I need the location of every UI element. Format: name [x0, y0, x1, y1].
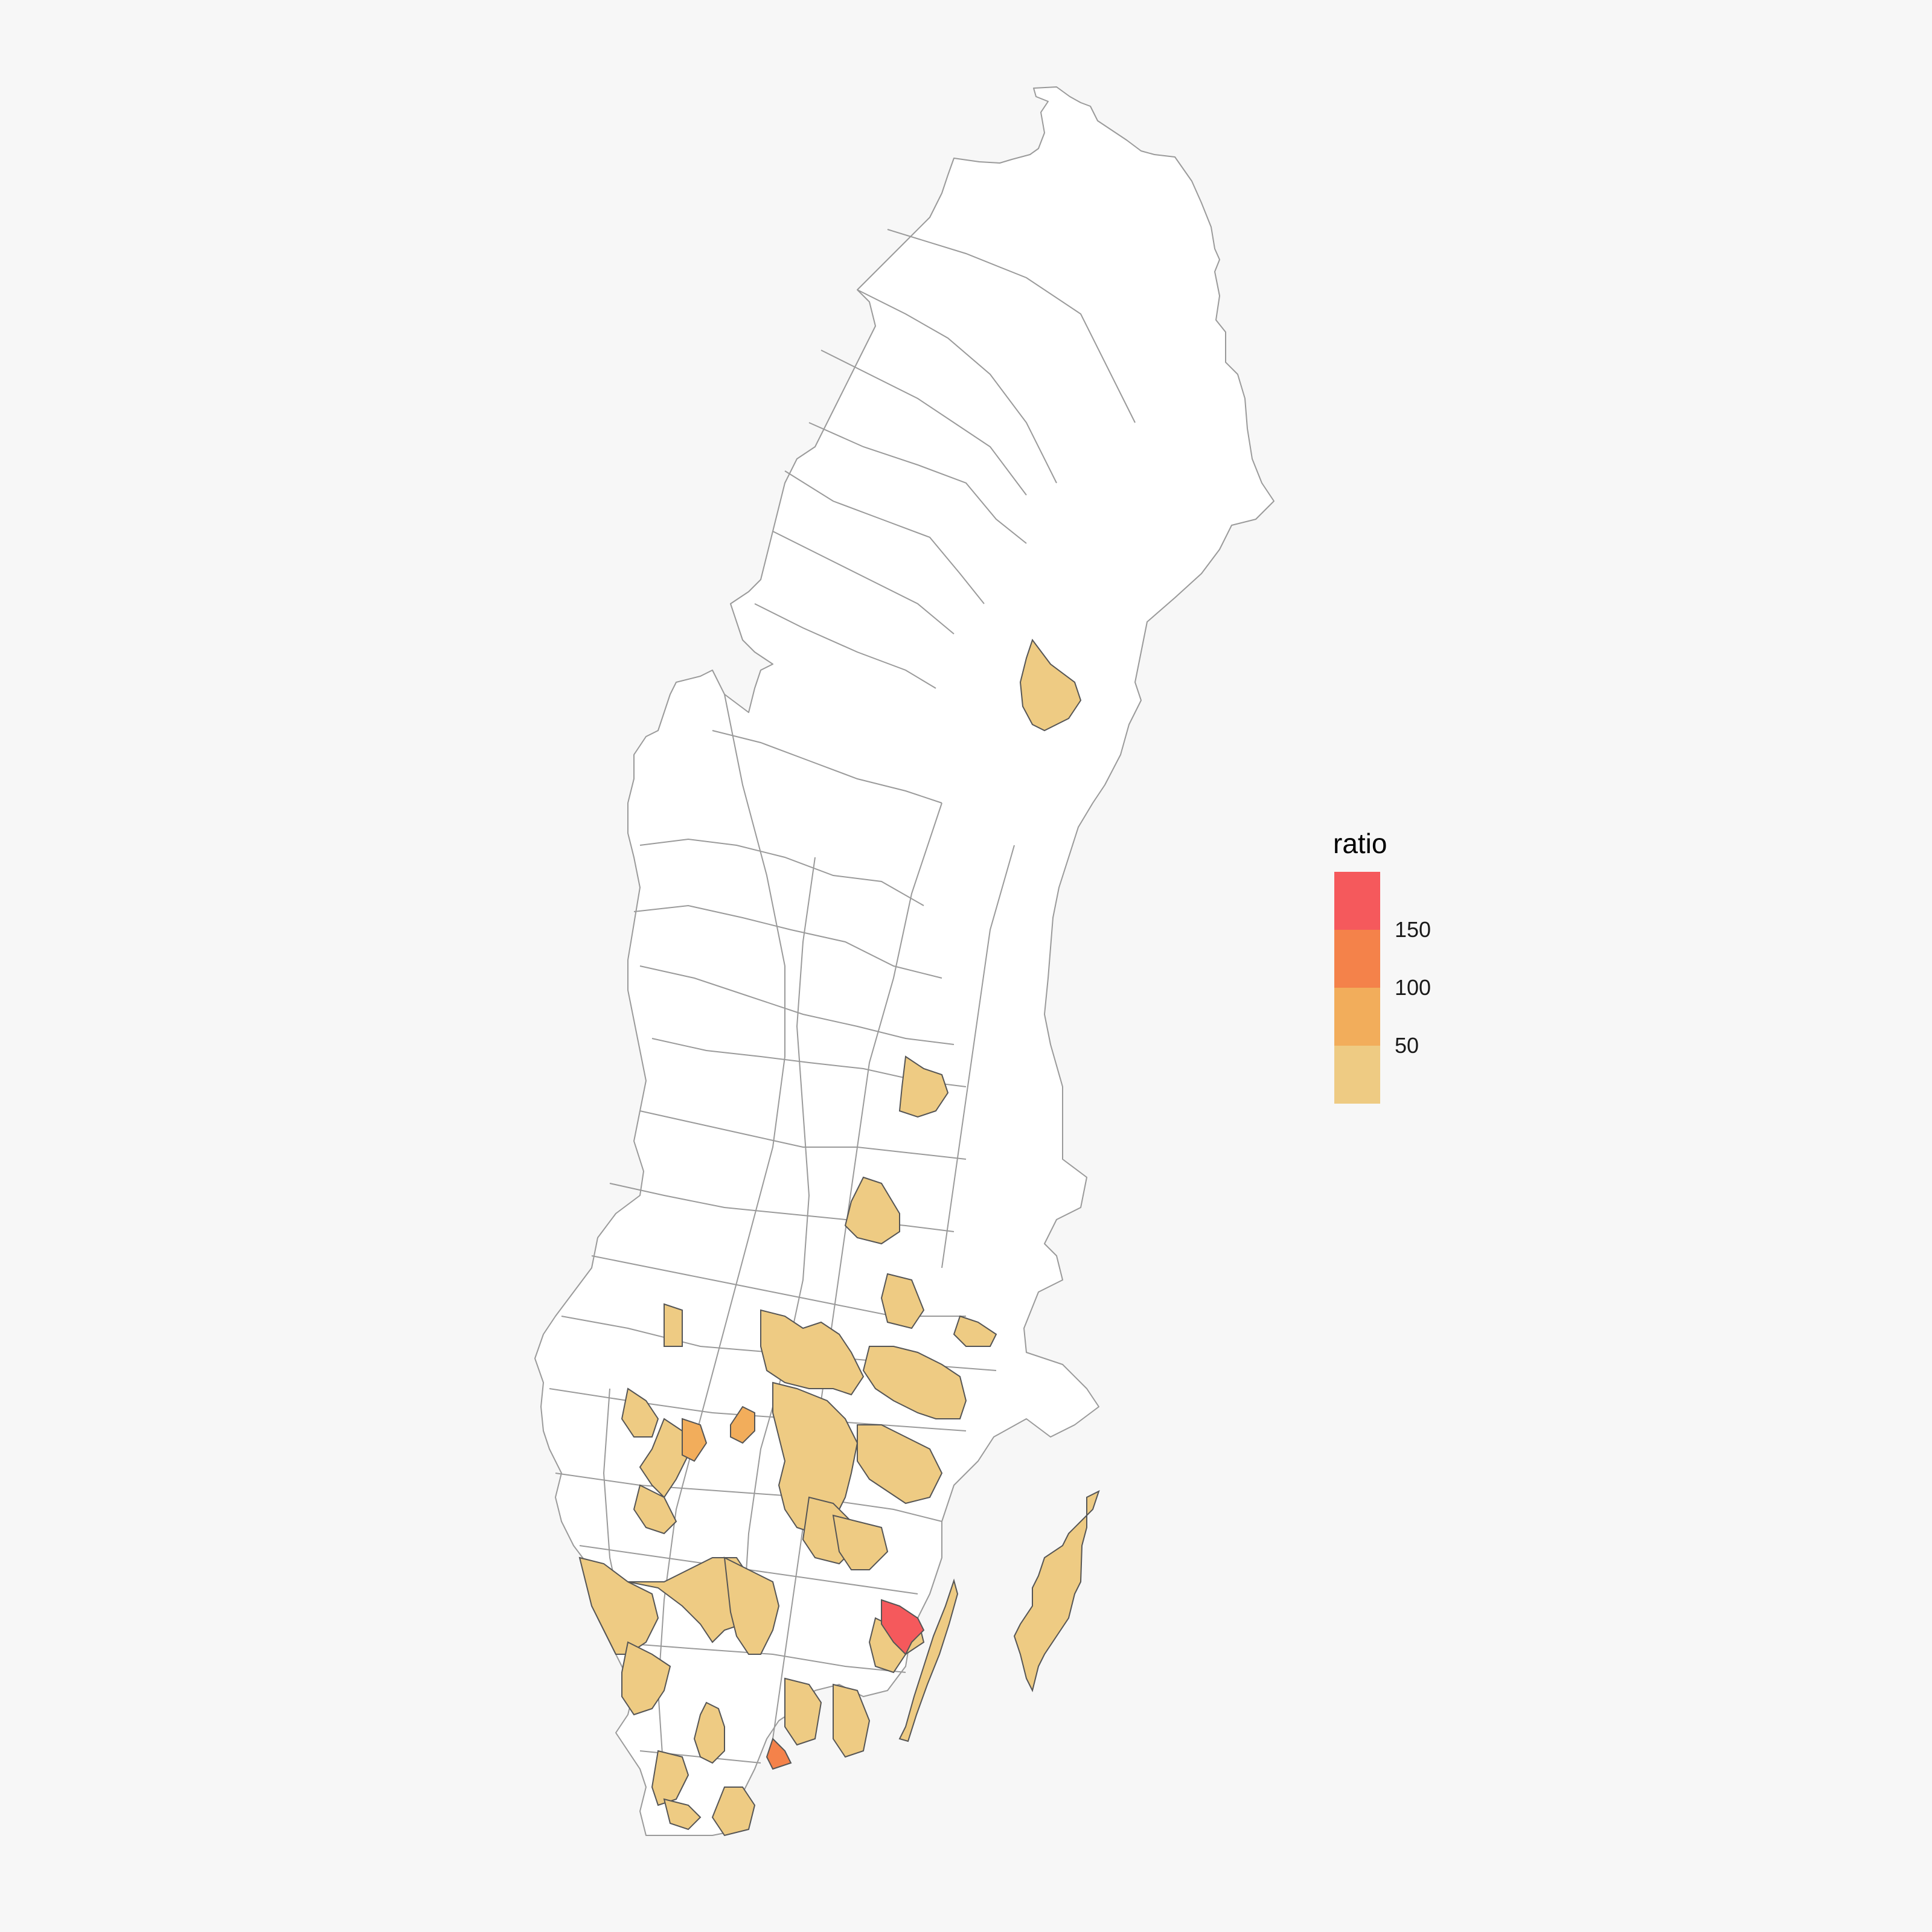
municipality-bin-lowest: [723, 1556, 780, 1655]
municipality-bin-lowest: [953, 1315, 997, 1347]
municipality-bin-lowest: [693, 1701, 725, 1764]
municipality-border: [639, 1110, 967, 1160]
municipality-border: [555, 1473, 942, 1522]
municipality-bin-lowest: [633, 1484, 677, 1535]
legend-tick-150: 150: [1395, 917, 1431, 942]
gotland-island: [1013, 1490, 1100, 1692]
country-outline: [534, 86, 1275, 1836]
municipality-border: [941, 845, 1015, 1268]
municipality-border: [784, 470, 985, 604]
municipality-bin-low: [682, 1418, 708, 1462]
legend: ratio 150 100 50: [1333, 827, 1478, 1105]
municipality-bin-mid: [766, 1738, 792, 1770]
municipality-bin-lowest: [832, 1514, 889, 1570]
legend-swatch-1: [1334, 930, 1380, 988]
legend-colorbar: [1334, 872, 1380, 1104]
municipality-border: [887, 229, 1136, 423]
municipality-bin-lowest: [833, 1683, 871, 1758]
municipality-bin-lowest: [880, 1273, 925, 1329]
municipality-border: [639, 965, 955, 1045]
municipality-bin-lowest: [663, 1798, 702, 1831]
sweden-mainland: [534, 86, 1275, 1836]
municipality-border: [857, 289, 1057, 484]
legend-swatch-2: [1334, 988, 1380, 1046]
municipality-bin-lowest: [760, 1309, 865, 1396]
municipality-border: [820, 350, 1027, 496]
municipality-bin-lowest: [862, 1346, 967, 1419]
legend-tick-100: 100: [1395, 975, 1431, 1000]
municipality-bin-lowest: [898, 1055, 949, 1118]
municipality-bin-lowest: [1019, 638, 1082, 732]
shaded-municipalities: [578, 638, 1082, 1837]
oland-island: [898, 1578, 959, 1742]
municipality-bin-lowest: [651, 1750, 689, 1806]
legend-title: ratio: [1333, 828, 1387, 859]
municipality-bin-lowest: [664, 1303, 683, 1347]
municipality-bin-lowest: [621, 1641, 671, 1716]
municipality-bin-lowest: [621, 1387, 659, 1438]
municipality-border: [772, 531, 955, 635]
municipality-bin-lowest: [844, 1176, 900, 1245]
municipality-border: [609, 1642, 906, 1673]
legend-tick-50: 50: [1395, 1033, 1419, 1058]
legend-swatch-0: [1334, 872, 1380, 930]
municipality-border: [633, 904, 942, 979]
municipality-bin-low: [730, 1406, 755, 1444]
municipality-bin-highest: [881, 1599, 925, 1655]
municipality-border: [712, 730, 942, 804]
municipality-border: [772, 802, 942, 1739]
municipality-border: [742, 857, 816, 1631]
municipality-border: [639, 838, 924, 906]
municipality-border: [609, 1183, 955, 1232]
municipality-bin-lowest: [711, 1786, 756, 1837]
municipality-border: [808, 422, 1027, 544]
municipality-bin-lowest: [784, 1677, 822, 1746]
municipality-border: [657, 694, 785, 1782]
municipality-border: [754, 603, 936, 689]
legend-swatch-3: [1334, 1046, 1380, 1104]
municipality-bin-lowest: [857, 1424, 943, 1505]
